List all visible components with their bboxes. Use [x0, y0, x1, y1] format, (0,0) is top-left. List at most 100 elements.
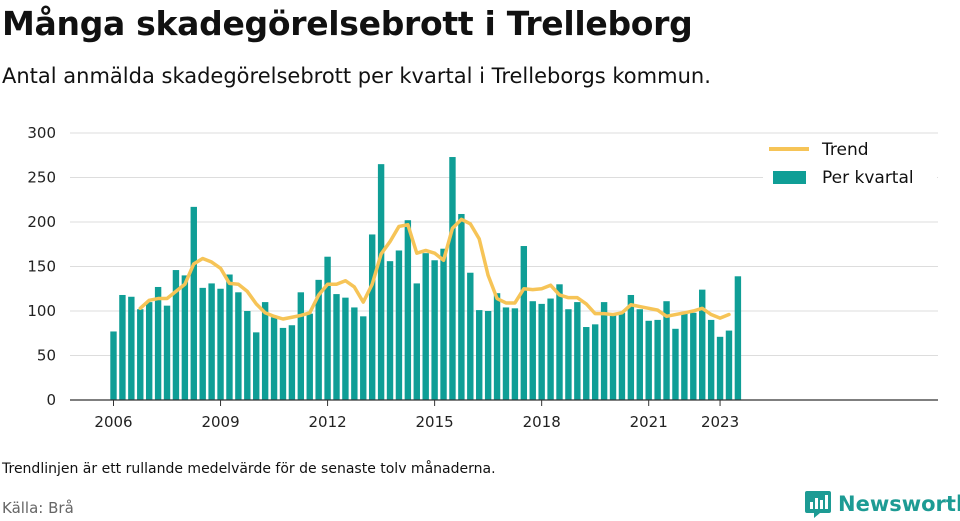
- bar: [690, 312, 697, 400]
- bar: [725, 330, 733, 400]
- bar: [253, 332, 260, 400]
- brand-name: Newsworthy: [838, 492, 960, 516]
- bar: [583, 327, 590, 400]
- bar: [672, 328, 679, 400]
- bar: [288, 325, 296, 400]
- bar: [351, 307, 358, 400]
- bar: [600, 302, 608, 400]
- y-tick-label: 100: [27, 302, 56, 320]
- x-tick-label: 2023: [701, 413, 739, 431]
- bar: [458, 213, 465, 400]
- chart-subtitle: Antal anmälda skadegörelsebrott per kvar…: [2, 64, 711, 88]
- bar: [395, 250, 403, 400]
- bar: [716, 336, 724, 400]
- bar: [172, 270, 180, 400]
- trend-series: [138, 217, 731, 321]
- bar: [226, 274, 233, 400]
- x-tick-label: 2006: [94, 413, 132, 431]
- bar: [538, 303, 545, 400]
- bar: [154, 286, 162, 400]
- bar: [511, 308, 519, 400]
- x-tick-label: 2021: [630, 413, 668, 431]
- x-tick-label: 2009: [201, 413, 239, 431]
- bar: [377, 164, 385, 400]
- bar: [422, 253, 429, 400]
- bar: [565, 309, 572, 400]
- bar: [449, 157, 456, 400]
- x-tick-label: 2015: [416, 413, 454, 431]
- bar: [368, 234, 376, 400]
- bar: [261, 302, 269, 400]
- bar: [476, 310, 483, 400]
- bar: [279, 327, 287, 400]
- bar: [529, 301, 536, 400]
- bar: [181, 275, 189, 400]
- bar: [208, 283, 215, 400]
- bar: [520, 246, 528, 400]
- bar: [502, 307, 510, 400]
- bar: [119, 294, 126, 400]
- x-tick-label: 2018: [523, 413, 561, 431]
- x-tick-label: 2012: [308, 413, 346, 431]
- bar: [270, 317, 278, 400]
- bar: [654, 319, 661, 400]
- chart-title: Många skadegörelsebrott i Trelleborg: [2, 4, 693, 43]
- axes: 0 50 100 150 200 250 300 2006 2009 2012 2015 2018 20…: [27, 124, 938, 431]
- bar: [627, 294, 635, 400]
- bar: [324, 256, 331, 400]
- bar: [591, 324, 599, 400]
- y-tick-label: 200: [27, 213, 56, 231]
- legend-trend-label: Trend: [821, 140, 869, 160]
- bar: [699, 289, 706, 400]
- bar: [137, 309, 144, 400]
- bar: [609, 314, 617, 400]
- bar: [663, 301, 670, 400]
- bar: [467, 272, 474, 400]
- bar: [333, 294, 340, 400]
- source-label: Källa: Brå: [2, 499, 74, 517]
- y-tick-label: 300: [27, 124, 56, 142]
- bar: [547, 298, 554, 400]
- bar: [431, 260, 438, 400]
- chart-area: 0 50 100 150 200 250 300 2006 2009 2012 2015 2018 20…: [27, 124, 938, 431]
- bar: [734, 276, 742, 400]
- y-tick-label: 250: [27, 169, 56, 187]
- legend: Trend Per kvartal: [763, 134, 937, 194]
- bar: [404, 220, 412, 400]
- bar: [110, 331, 117, 400]
- trend-line: [138, 217, 731, 321]
- bar: [163, 305, 171, 400]
- bar: [217, 288, 224, 400]
- bar: [342, 297, 349, 400]
- bar: [145, 302, 153, 400]
- bar: [484, 311, 492, 400]
- bar-series: [110, 157, 742, 400]
- bar: [618, 312, 626, 400]
- bar: [574, 302, 581, 400]
- footnote: Trendlinjen är ett rullande medelvärde f…: [2, 461, 496, 477]
- legend-bar-swatch: [773, 171, 806, 184]
- bar: [645, 320, 652, 400]
- bar: [306, 313, 313, 400]
- bar: [360, 316, 367, 400]
- y-tick-label: 0: [46, 391, 56, 409]
- bar: [681, 313, 688, 400]
- bar: [556, 284, 563, 400]
- y-tick-label: 50: [37, 347, 56, 365]
- bar: [199, 287, 206, 400]
- bar: [297, 292, 305, 400]
- bar: [493, 293, 501, 400]
- bar: [235, 292, 242, 400]
- legend-bar-label: Per kvartal: [822, 168, 914, 188]
- brand-logo[interactable]: Newsworthy: [804, 487, 960, 521]
- bar: [315, 279, 322, 400]
- y-tick-label: 150: [27, 258, 56, 276]
- bar: [386, 261, 394, 400]
- bar: [244, 311, 251, 400]
- bar: [440, 248, 447, 400]
- bar: [128, 296, 135, 400]
- bar: [707, 319, 715, 400]
- bar: [413, 283, 420, 400]
- bar: [636, 309, 643, 400]
- brand-icon: [805, 491, 831, 518]
